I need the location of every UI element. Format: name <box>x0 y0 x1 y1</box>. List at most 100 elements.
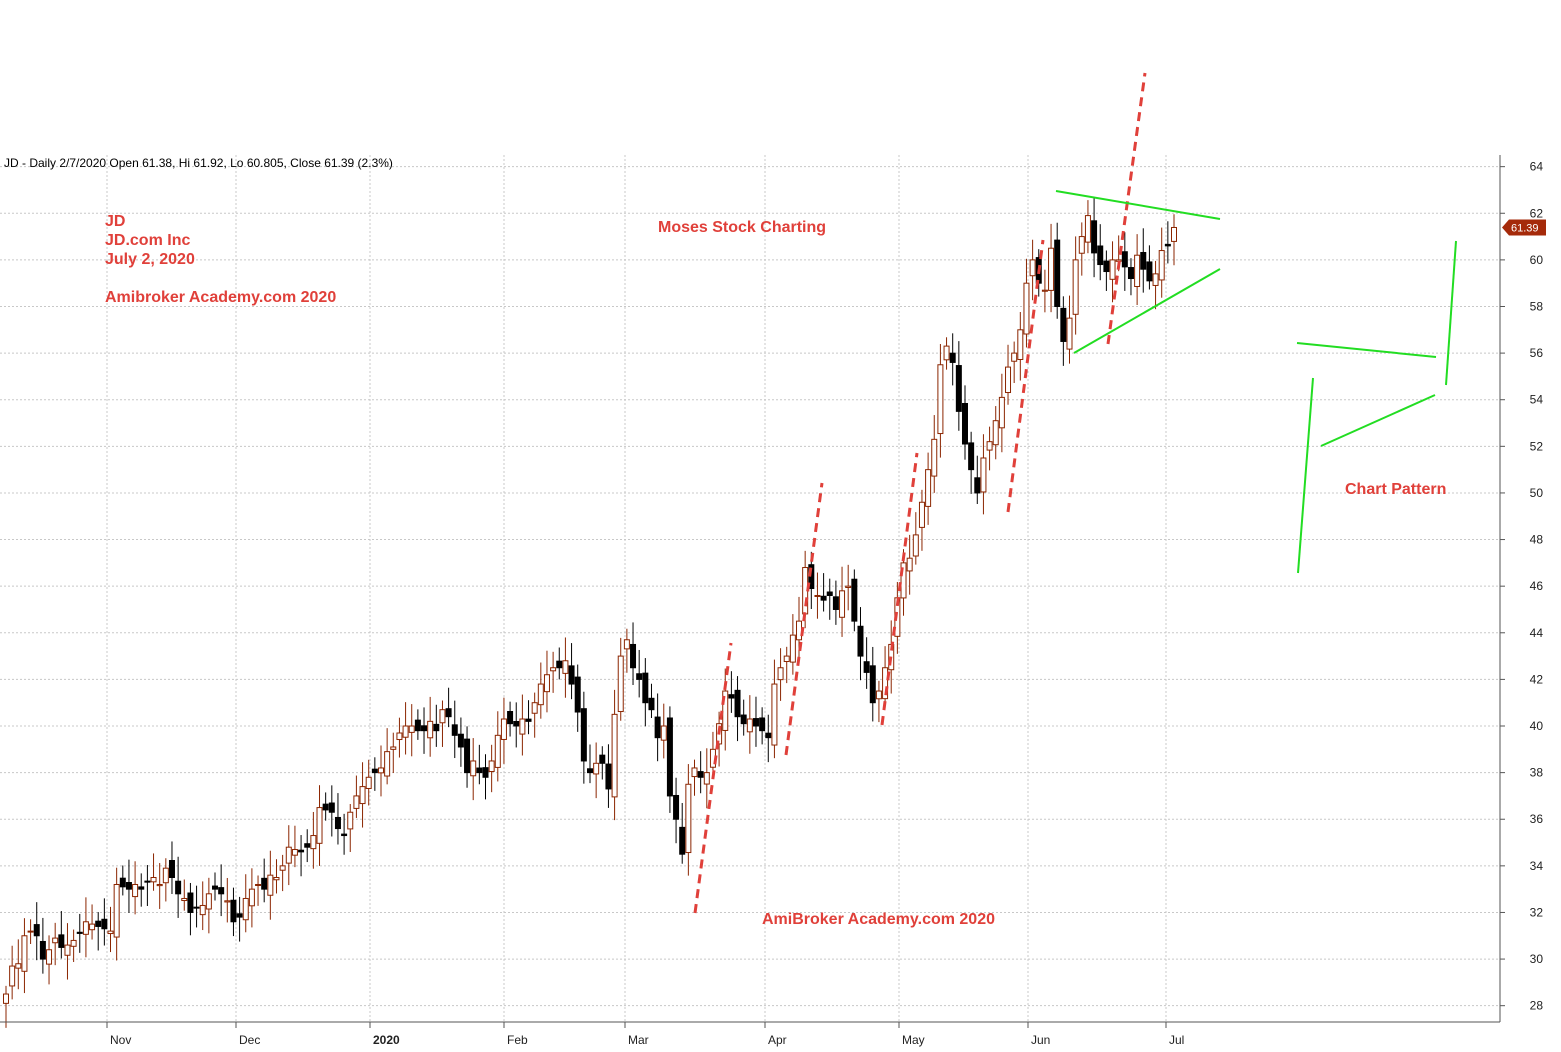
candle-body <box>728 694 735 699</box>
candle-body <box>46 949 53 965</box>
candle <box>568 643 575 700</box>
candle <box>242 874 249 933</box>
candle-body <box>556 660 563 669</box>
candle-body <box>168 860 175 879</box>
candle <box>685 764 692 876</box>
brand-note: Moses Stock Charting <box>658 219 827 236</box>
candle-body <box>918 501 925 528</box>
candle <box>1127 258 1134 296</box>
candle <box>1103 250 1110 291</box>
y-tick-label: 64 <box>1530 160 1544 174</box>
candle-body <box>943 345 950 361</box>
candle-body <box>863 661 870 673</box>
candle <box>1152 260 1159 310</box>
candle-body <box>845 585 852 588</box>
candle-body <box>771 683 778 746</box>
pattern-overlays <box>693 72 1457 914</box>
candle-body <box>931 438 938 477</box>
candle-body <box>636 673 643 680</box>
candle <box>912 512 919 565</box>
candle <box>587 744 593 784</box>
candle-body <box>642 672 649 704</box>
candle-body <box>630 643 637 669</box>
candle <box>648 683 655 718</box>
candle-body <box>390 746 397 750</box>
candle-body <box>156 883 163 887</box>
candle <box>328 785 335 837</box>
candle-body <box>1103 260 1110 273</box>
x-tick-label: Dec <box>239 1033 260 1047</box>
candle-body <box>279 865 286 871</box>
candle <box>1097 224 1104 281</box>
candle-body <box>341 833 348 837</box>
candle <box>550 651 557 693</box>
candle-body <box>666 717 673 797</box>
candle <box>1146 245 1153 290</box>
candle <box>851 569 858 632</box>
candle-body <box>1023 282 1030 335</box>
candle <box>722 668 729 751</box>
candle-body <box>1164 243 1171 247</box>
candle <box>193 885 200 928</box>
candle-body <box>531 702 538 714</box>
candle-body <box>230 899 237 923</box>
candle <box>931 415 938 493</box>
candle-body <box>138 886 145 890</box>
candle <box>267 850 274 920</box>
y-tick-label: 30 <box>1530 952 1544 966</box>
candle-body <box>832 596 839 610</box>
candle <box>918 489 925 551</box>
site-note-top: Amibroker Academy.com 2020 <box>105 289 337 306</box>
candle <box>1171 214 1177 266</box>
candle <box>457 717 464 767</box>
candle-body <box>574 676 581 713</box>
candle <box>961 385 968 460</box>
candle <box>70 929 77 962</box>
candle <box>605 744 612 808</box>
candle-body <box>986 441 993 451</box>
candle <box>752 696 759 747</box>
candle <box>636 649 643 698</box>
candle-body <box>875 690 882 700</box>
x-axis: Nov Dec 2020 Feb Mar Apr May Jun Jul <box>106 1022 1184 1047</box>
candle <box>33 902 40 961</box>
candle-body <box>175 880 182 895</box>
candle <box>697 751 704 794</box>
candle-body <box>1041 289 1048 292</box>
candle-body <box>396 732 403 741</box>
candle-body <box>851 578 858 622</box>
candle <box>980 434 987 515</box>
candle <box>630 622 637 686</box>
candle <box>138 873 145 907</box>
candle-body <box>236 913 243 918</box>
x-tick-label: 2020 <box>373 1033 400 1047</box>
candle-body <box>796 620 803 641</box>
y-axis: 28 30 32 34 36 38 40 42 44 46 48 50 52 54 56 58 60 62 64 <box>1500 160 1543 1013</box>
candle-body <box>734 689 741 718</box>
candle-body <box>525 718 532 722</box>
candle-body <box>27 930 34 933</box>
candle-body <box>507 711 514 725</box>
candle <box>439 700 446 747</box>
candle <box>341 813 348 855</box>
candle <box>617 637 624 721</box>
candle <box>623 628 630 673</box>
candle <box>796 596 803 665</box>
candle-body <box>1072 259 1079 315</box>
candle-body <box>587 768 593 774</box>
y-tick-label: 40 <box>1530 719 1544 733</box>
candle <box>187 882 194 936</box>
candle <box>574 664 581 732</box>
candle-body <box>679 826 686 855</box>
candle <box>1164 221 1171 264</box>
candle <box>89 904 96 940</box>
candle <box>494 711 501 782</box>
candle <box>95 912 102 951</box>
candle-body <box>224 900 231 903</box>
candle-body <box>402 725 409 738</box>
candle <box>119 865 126 896</box>
candle <box>826 578 833 620</box>
candle-body <box>1152 273 1159 286</box>
candle <box>882 646 889 708</box>
